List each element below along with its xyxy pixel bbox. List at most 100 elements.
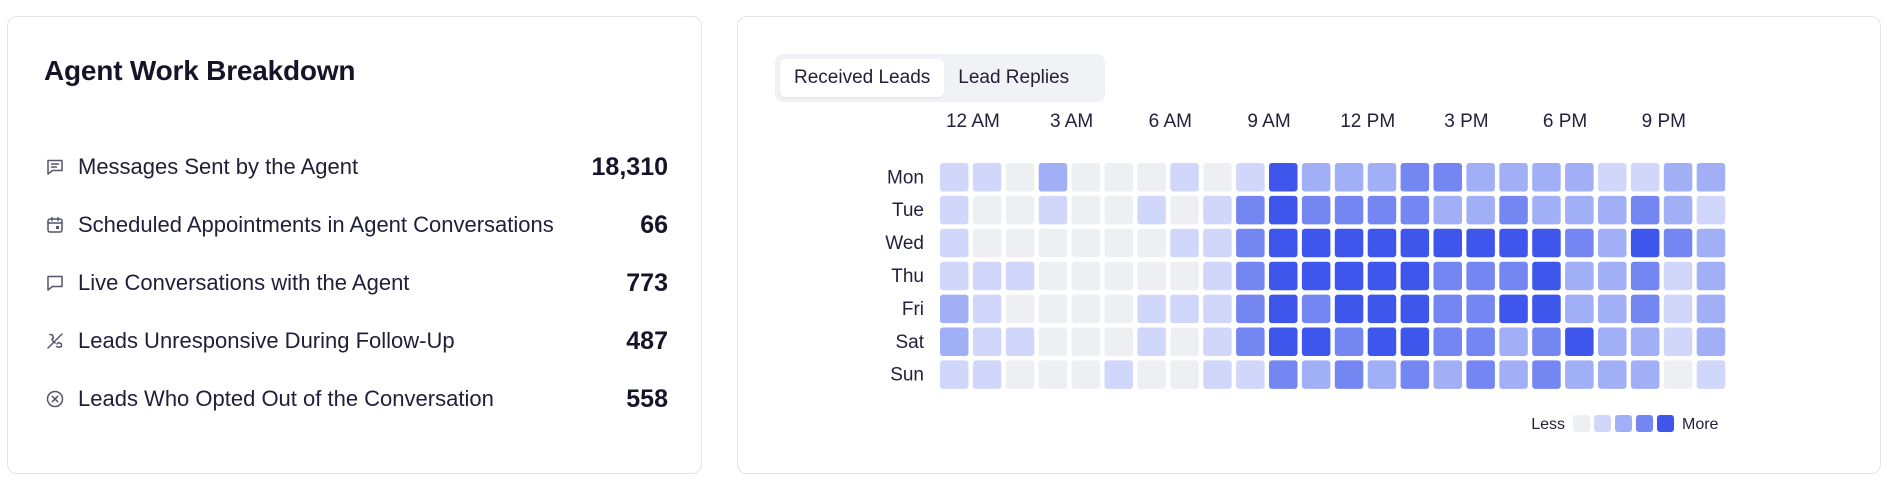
heatmap-cell: [1565, 360, 1594, 389]
heatmap-cell: [1203, 228, 1232, 258]
heatmap-cell: [1005, 327, 1035, 356]
heatmap-cell: [1301, 294, 1331, 324]
heatmap-cell: [1005, 163, 1035, 192]
heatmap-cell: [1071, 163, 1101, 192]
heatmap-cell: [940, 360, 969, 389]
heatmap-cell: [1696, 228, 1726, 258]
heatmap-cell: [1532, 261, 1561, 291]
heatmap-cell: [1334, 294, 1364, 324]
heatmap-cell: [1499, 360, 1528, 389]
hour-tick-label: 9 PM: [1642, 111, 1686, 132]
heatmap-cell: [1367, 327, 1397, 356]
heatmap-cell: [1630, 261, 1660, 291]
heatmap-cell: [1565, 327, 1594, 356]
heatmap-cell: [1466, 360, 1495, 389]
heatmap-cell: [1630, 228, 1660, 258]
heatmap-cell: [1038, 360, 1068, 389]
metric-label: Scheduled Appointments in Agent Conversa…: [78, 212, 554, 237]
tab-lead-replies[interactable]: Lead Replies: [958, 67, 1070, 88]
heatmap-cell: [1203, 261, 1232, 291]
day-label: Fri: [902, 299, 924, 320]
heatmap-cell: [972, 327, 1002, 356]
heatmap-cell: [1071, 360, 1101, 389]
heatmap-cell: [1038, 163, 1068, 192]
heatmap-cell: [1269, 327, 1298, 356]
heatmap-cell: [1104, 294, 1133, 324]
heatmap-cell: [1367, 228, 1397, 258]
legend-swatch: [1636, 415, 1653, 432]
hour-tick-label: 3 AM: [1050, 111, 1093, 132]
heatmap-cell: [1334, 360, 1364, 389]
heatmap-cell: [1005, 261, 1035, 291]
heatmap-cell: [1466, 163, 1495, 192]
calendar-icon: [44, 214, 66, 236]
heatmap-cell: [1137, 294, 1166, 324]
heatmap-cell: [1565, 195, 1594, 225]
legend-swatch: [1573, 415, 1590, 432]
heatmap-cell: [1301, 195, 1331, 225]
heatmap-cell: [1499, 195, 1528, 225]
heatmap-cell: [1170, 327, 1199, 356]
heatmap-cell: [1203, 195, 1232, 225]
legend-less-label: Less: [1531, 416, 1565, 433]
heatmap-cell: [1236, 360, 1265, 389]
metric-scheduled-appointments: Scheduled Appointments in Agent Conversa…: [44, 208, 668, 242]
heatmap-cell: [1071, 228, 1101, 258]
heatmap-cell: [972, 294, 1002, 324]
heatmap-cell: [1367, 261, 1397, 291]
heatmap-cell: [1466, 195, 1495, 225]
heatmap-cell: [1367, 294, 1397, 324]
heatmap-cell: [1236, 195, 1265, 225]
heatmap-cell: [1236, 327, 1265, 356]
heatmap-cell: [940, 228, 969, 258]
message-lines-icon: [44, 156, 66, 178]
heatmap-cell: [1137, 261, 1166, 291]
tab-received-leads[interactable]: Received Leads: [780, 59, 945, 97]
heatmap-cell: [1334, 327, 1364, 356]
heatmap-cell: [1433, 228, 1462, 258]
phone-off-icon: [44, 330, 66, 352]
legend-swatch: [1657, 415, 1674, 432]
heatmap-cell: [1598, 163, 1627, 192]
heatmap-cell: [1005, 294, 1035, 324]
day-label: Sun: [890, 365, 924, 386]
heatmap-cell: [1301, 360, 1331, 389]
metric-value: 66: [640, 210, 668, 239]
heatmap-cell: [1005, 195, 1035, 225]
heatmap-cell: [1203, 163, 1232, 192]
heatmap-cell: [1038, 261, 1068, 291]
heatmap-cell: [1334, 195, 1364, 225]
heatmap-cell: [1137, 228, 1166, 258]
heatmap-cell: [1170, 195, 1199, 225]
heatmap-cell: [1038, 195, 1068, 225]
legend-swatch: [1615, 415, 1632, 432]
heatmap-cell: [1565, 228, 1594, 258]
heatmap-cell: [1203, 327, 1232, 356]
activity-heatmap: 12 AM 3 AM 6 AM 9 AM 12 PM 3 PM 6 PM 9 PM Mon Tue…: [885, 111, 1726, 433]
hour-tick-label: 12 PM: [1340, 111, 1395, 132]
heatmap-cell: [972, 360, 1002, 389]
agent-work-breakdown-card: Agent Work Breakdown Messages Sent by th…: [7, 16, 702, 474]
heatmap-cell: [1005, 228, 1035, 258]
heatmap-cell: [1466, 261, 1495, 291]
heatmap-cell: [1630, 360, 1660, 389]
heatmap-cell: [1367, 195, 1397, 225]
metric-label: Leads Unresponsive During Follow-Up: [78, 328, 455, 353]
heatmap-cell: [1400, 163, 1430, 192]
heatmap-cell: [1334, 261, 1364, 291]
heatmap-cell: [1663, 228, 1693, 258]
hour-tick-label: 6 PM: [1543, 111, 1587, 132]
day-label: Thu: [891, 266, 924, 287]
metric-live-conversations: Live Conversations with the Agent 773: [44, 266, 668, 300]
heatmap-cell: [1630, 327, 1660, 356]
day-label: Sat: [895, 332, 924, 353]
card-title: Agent Work Breakdown: [44, 55, 356, 86]
heatmap-cell: [1532, 294, 1561, 324]
legend-swatch: [1594, 415, 1611, 432]
heatmap-cell: [1367, 360, 1397, 389]
heatmap-cell: [1301, 261, 1331, 291]
heatmap-cell: [1696, 294, 1726, 324]
heatmap-cell: [1663, 163, 1693, 192]
metric-unresponsive-leads: Leads Unresponsive During Follow-Up 487: [44, 324, 668, 358]
heatmap-cell: [1532, 163, 1561, 192]
